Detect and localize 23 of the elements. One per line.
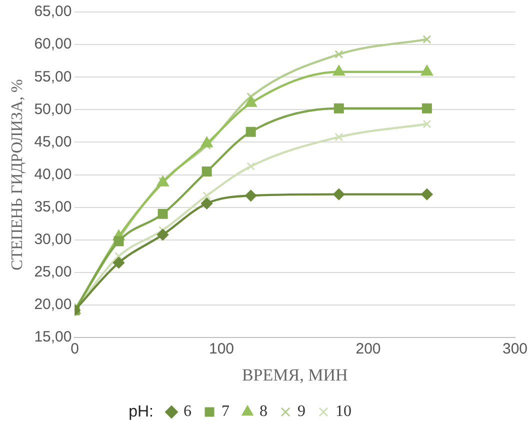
- x-tick-label: 0: [70, 340, 79, 358]
- x-axis-title: ВРЕМЯ, МИН: [242, 365, 348, 384]
- legend-title: pH:: [128, 403, 154, 420]
- x-tick-label: 100: [208, 340, 234, 358]
- legend-label: 9: [298, 403, 306, 420]
- y-axis-title: СТЕПЕНЬ ГИДРОЛИЗА, %: [8, 79, 26, 270]
- y-tick-label: 55,00: [34, 68, 72, 86]
- x-tick-label: 300: [502, 340, 528, 358]
- y-tick-label: 35,00: [34, 198, 72, 216]
- legend-label: 6: [184, 403, 192, 420]
- x-tick-label: 200: [356, 340, 381, 358]
- y-tick-label: 60,00: [34, 36, 72, 53]
- y-tick-label: 15,00: [34, 328, 72, 346]
- legend-label: 7: [222, 403, 230, 420]
- legend-label: 8: [260, 403, 268, 420]
- y-tick-label: 25,00: [34, 264, 72, 281]
- y-tick-label: 50,00: [34, 100, 72, 118]
- legend-label: 10: [336, 403, 352, 420]
- y-tick-label: 40,00: [34, 166, 72, 183]
- y-tick-label: 65,00: [34, 3, 72, 20]
- y-tick-label: 20,00: [34, 296, 72, 314]
- y-tick-label: 30,00: [34, 231, 72, 248]
- y-tick-label: 45,00: [34, 133, 72, 150]
